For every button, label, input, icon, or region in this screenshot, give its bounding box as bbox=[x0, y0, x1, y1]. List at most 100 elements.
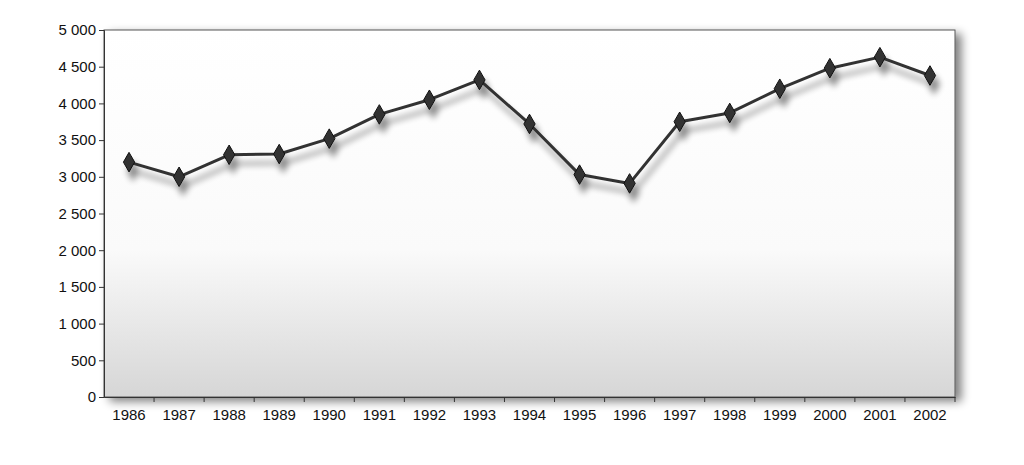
x-tick-label: 2001 bbox=[863, 406, 896, 423]
category-separator bbox=[854, 397, 855, 402]
marker bbox=[524, 114, 535, 134]
x-tick-label: 2000 bbox=[813, 406, 846, 423]
marker bbox=[173, 167, 184, 187]
x-tick-label: 1997 bbox=[663, 406, 696, 423]
y-tick-mark bbox=[99, 360, 104, 361]
y-tick-mark bbox=[99, 177, 104, 178]
y-tick: 5 000 bbox=[58, 21, 104, 38]
y-tick-label: 4 000 bbox=[58, 95, 96, 112]
category-separator bbox=[704, 397, 705, 402]
marker bbox=[374, 105, 385, 125]
x-tick-label: 1986 bbox=[112, 406, 145, 423]
y-tick-label: 5 000 bbox=[58, 21, 96, 38]
y-tick-mark bbox=[99, 30, 104, 31]
marker bbox=[874, 47, 885, 67]
x-tick-label: 1994 bbox=[513, 406, 546, 423]
x-tick: 1996 bbox=[613, 397, 646, 423]
marker bbox=[224, 145, 235, 165]
x-tick-label: 1989 bbox=[263, 406, 296, 423]
y-tick: 2 000 bbox=[58, 242, 104, 259]
y-tick-mark bbox=[99, 324, 104, 325]
x-tick: 1998 bbox=[713, 397, 746, 423]
x-tick-label: 1988 bbox=[212, 406, 245, 423]
category-separator bbox=[804, 397, 805, 402]
y-tick-label: 3 000 bbox=[58, 168, 96, 185]
y-tick: 4 000 bbox=[58, 95, 104, 112]
x-tick-label: 1996 bbox=[613, 406, 646, 423]
marker bbox=[324, 129, 335, 149]
x-tick: 1986 bbox=[112, 397, 145, 423]
category-separator bbox=[955, 397, 956, 402]
y-tick-mark bbox=[99, 67, 104, 68]
y-tick: 0 bbox=[88, 388, 104, 405]
marker bbox=[924, 66, 935, 86]
y-tick-label: 0 bbox=[88, 388, 96, 405]
series bbox=[123, 47, 935, 193]
y-axis-line bbox=[99, 31, 105, 398]
x-tick-label: 1995 bbox=[563, 406, 596, 423]
y-tick-label: 2 000 bbox=[58, 242, 96, 259]
category-separator bbox=[154, 397, 155, 402]
y-tick-label: 3 500 bbox=[58, 131, 96, 148]
marker bbox=[724, 103, 735, 123]
x-tick-label: 1999 bbox=[763, 406, 796, 423]
x-tick: 2000 bbox=[813, 397, 846, 423]
x-tick: 1987 bbox=[162, 397, 195, 423]
y-tick: 1 000 bbox=[58, 315, 104, 332]
x-tick-label: 1991 bbox=[363, 406, 396, 423]
category-separator bbox=[404, 397, 405, 402]
y-axis: 0 500 1 000 1 500 2 000 2 500 3 000 3 500 4 000 4… bbox=[58, 21, 104, 405]
category-separator bbox=[354, 397, 355, 402]
x-tick: 1995 bbox=[563, 397, 596, 423]
category-separator bbox=[204, 397, 205, 402]
x-tick: 1990 bbox=[313, 397, 346, 423]
x-tick: 2002 bbox=[913, 397, 946, 423]
plot-background bbox=[104, 30, 955, 397]
plot: 0 500 1 000 1 500 2 000 2 500 3 000 3 500 4 000 4… bbox=[58, 21, 955, 422]
category-separator bbox=[654, 397, 655, 402]
marker bbox=[574, 165, 585, 185]
x-axis: 1986 1987 1988 1989 1990 1991 1992 1993 1994 1995… bbox=[105, 397, 956, 423]
category-separator bbox=[604, 397, 605, 402]
x-tick-label: 1990 bbox=[313, 406, 346, 423]
x-tick-label: 1998 bbox=[713, 406, 746, 423]
y-tick: 4 500 bbox=[58, 58, 104, 75]
x-tick: 1993 bbox=[463, 397, 496, 423]
x-tick: 1999 bbox=[763, 397, 796, 423]
y-tick: 1 500 bbox=[58, 278, 104, 295]
line bbox=[129, 57, 930, 183]
marker bbox=[274, 144, 285, 164]
x-tick: 1989 bbox=[263, 397, 296, 423]
marker bbox=[624, 174, 635, 194]
category-separator bbox=[504, 397, 505, 402]
marker bbox=[774, 79, 785, 99]
x-tick: 2001 bbox=[863, 397, 896, 423]
category-separator bbox=[304, 397, 305, 402]
y-tick: 2 500 bbox=[58, 205, 104, 222]
y-tick-mark bbox=[99, 250, 104, 251]
x-tick-label: 1992 bbox=[413, 406, 446, 423]
category-separator bbox=[554, 397, 555, 402]
x-tick: 1988 bbox=[212, 397, 245, 423]
x-tick-label: 1987 bbox=[162, 406, 195, 423]
category-separator bbox=[904, 397, 905, 402]
y-tick-label: 2 500 bbox=[58, 205, 96, 222]
y-tick-label: 1 000 bbox=[58, 315, 96, 332]
marks bbox=[123, 47, 935, 193]
marker bbox=[674, 112, 685, 132]
y-tick-label: 4 500 bbox=[58, 58, 96, 75]
marker bbox=[123, 152, 134, 172]
chart: 0 500 1 000 1 500 2 000 2 500 3 000 3 500 4 000 4… bbox=[0, 0, 1024, 465]
y-tick: 500 bbox=[71, 352, 104, 369]
category-separator bbox=[754, 397, 755, 402]
marker bbox=[424, 90, 435, 110]
y-tick-mark bbox=[99, 287, 104, 288]
x-tick-label: 2002 bbox=[913, 406, 946, 423]
y-tick-label: 500 bbox=[71, 352, 96, 369]
marker bbox=[474, 70, 485, 90]
category-separator bbox=[254, 397, 255, 402]
x-axis-line bbox=[105, 397, 956, 398]
y-tick-mark bbox=[99, 103, 104, 104]
x-tick: 1992 bbox=[413, 397, 446, 423]
x-tick: 1994 bbox=[513, 397, 546, 423]
